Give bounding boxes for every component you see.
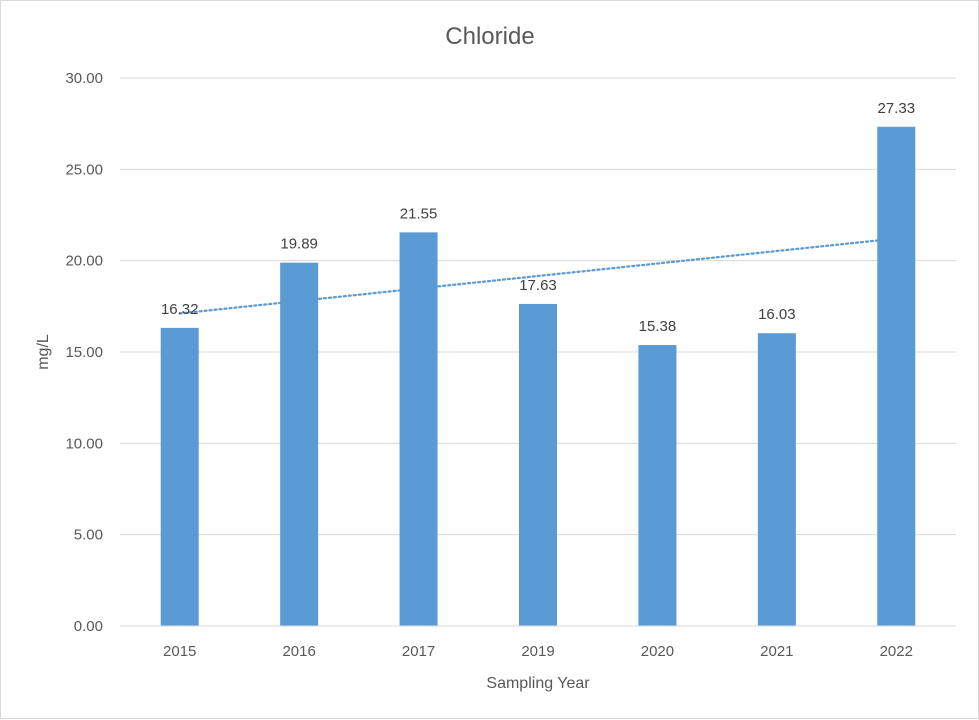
bar: [757, 333, 796, 626]
x-tick-label: 2020: [641, 643, 674, 660]
bar: [519, 303, 557, 626]
bars: [160, 126, 916, 626]
y-axis-ticks: 0.00 5.00 10.00 15.00 20.00 25.00 30.00: [65, 70, 103, 635]
x-axis-title: Sampling Year: [486, 675, 590, 692]
y-tick-label: 10.00: [65, 435, 103, 452]
x-tick-label: 2016: [282, 643, 315, 660]
chart-title: Chloride: [445, 23, 534, 50]
data-label: 16.03: [758, 306, 796, 323]
y-tick-label: 20.00: [65, 253, 103, 270]
trendline: [178, 237, 898, 315]
bar: [638, 345, 677, 626]
x-tick-label: 2021: [760, 643, 793, 660]
y-tick-label: 15.00: [65, 344, 103, 361]
x-tick-label: 2022: [880, 643, 913, 660]
data-label: 16.32: [161, 301, 199, 318]
x-tick-label: 2015: [163, 643, 196, 660]
y-tick-label: 0.00: [74, 618, 103, 635]
data-label: 21.55: [400, 205, 438, 222]
x-tick-label: 2017: [402, 643, 435, 660]
bar: [399, 232, 438, 626]
data-label: 17.63: [519, 277, 557, 294]
y-tick-label: 5.00: [74, 527, 103, 544]
bar: [877, 126, 916, 626]
data-label: 19.89: [280, 236, 318, 253]
y-tick-label: 25.00: [65, 161, 103, 178]
data-labels: 16.32 19.89 21.55 17.63 15.38 16.03 27.33: [161, 100, 915, 335]
x-tick-label: 2019: [521, 643, 554, 660]
bar: [160, 327, 199, 626]
y-axis-title: mg/L: [35, 334, 52, 370]
y-tick-label: 30.00: [65, 70, 103, 87]
x-axis-ticks: 2015 2016 2017 2019 2020 2021 2022: [120, 625, 956, 660]
data-label: 15.38: [639, 318, 677, 335]
trendline-layer: [178, 237, 898, 315]
data-label: 27.33: [878, 100, 916, 117]
bar: [280, 262, 319, 626]
